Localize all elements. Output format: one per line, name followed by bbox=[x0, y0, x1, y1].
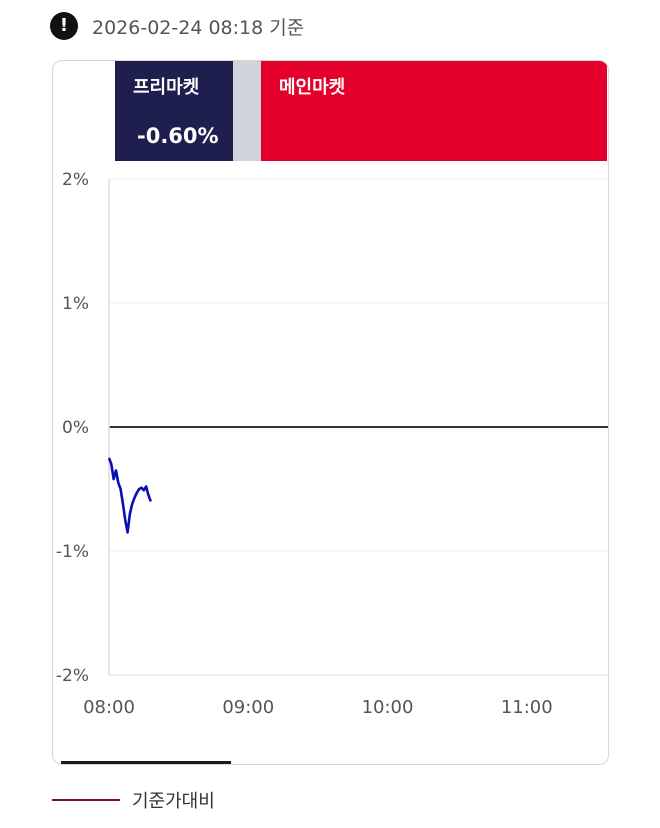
x-tick-label: 08:00 bbox=[83, 697, 135, 718]
legend: 기준가대비 bbox=[52, 786, 215, 814]
premarket-band-value: -0.60% bbox=[137, 124, 219, 148]
y-tick-label: 2% bbox=[62, 170, 89, 190]
y-tick-label: -2% bbox=[56, 666, 89, 686]
mainmarket-band bbox=[261, 61, 607, 161]
series-line bbox=[107, 457, 152, 534]
premarket-band bbox=[115, 61, 233, 161]
x-tick-label: 10:00 bbox=[362, 697, 414, 718]
mainmarket-band-label: 메인마켓 bbox=[279, 77, 346, 98]
tab-underline bbox=[61, 761, 231, 764]
legend-label: 기준가대비 bbox=[132, 791, 215, 812]
session-gap-band bbox=[233, 61, 261, 161]
exclamation-circle-icon: ! bbox=[50, 12, 78, 40]
x-tick-label: 09:00 bbox=[222, 697, 274, 718]
x-tick-label: 11:00 bbox=[501, 697, 553, 718]
y-tick-label: 1% bbox=[62, 294, 89, 314]
timestamp: 2026-02-24 08:18 기준 bbox=[92, 16, 305, 39]
chart-svg: 프리마켓 -0.60% 메인마켓 2% 1% 0% -1% -2% 08:00 09:00 10:0… bbox=[56, 61, 608, 718]
y-tick-label: -1% bbox=[56, 542, 89, 562]
legend-line-swatch bbox=[52, 799, 120, 801]
y-tick-label: 0% bbox=[62, 418, 89, 438]
status-row: ! 2026-02-24 08:18 기준 bbox=[50, 10, 304, 42]
premarket-band-label: 프리마켓 bbox=[133, 77, 200, 98]
chart-card: 프리마켓 -0.60% 메인마켓 2% 1% 0% -1% -2% 08:00 09:00 10:0… bbox=[52, 60, 609, 765]
